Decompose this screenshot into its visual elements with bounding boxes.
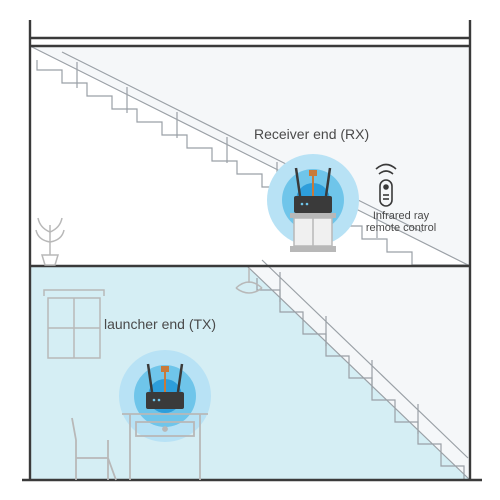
remote-label-line1: Infrared ray [373,210,429,222]
launcher-label: launcher end (TX) [104,316,216,332]
top-mask [22,10,482,20]
remote-label: Infrared ray remote control [362,210,440,234]
receiver-label: Receiver end (RX) [254,126,369,142]
rx-stand-icon [290,213,336,252]
house-diagram: Receiver end (RX) launcher end (TX) Infr… [22,10,482,490]
remote-label-line2: remote control [366,222,436,234]
diagram-svg [22,10,482,490]
